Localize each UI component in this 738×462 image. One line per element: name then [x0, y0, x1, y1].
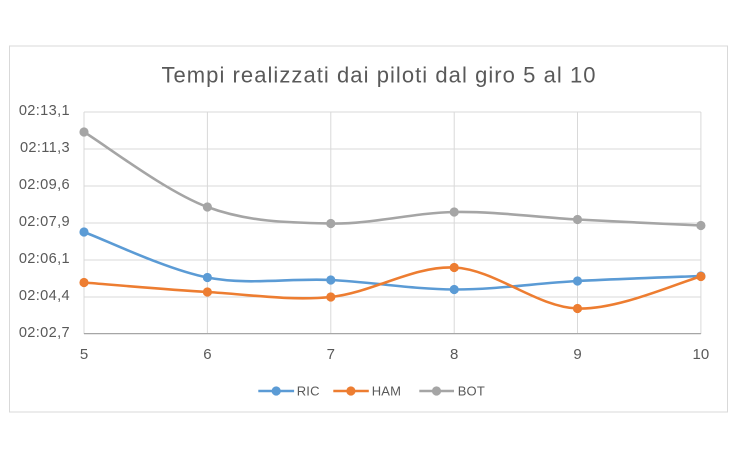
- svg-text:7: 7: [327, 346, 335, 363]
- svg-text:02:06,1: 02:06,1: [19, 251, 70, 267]
- svg-text:10: 10: [693, 346, 710, 363]
- svg-text:5: 5: [80, 346, 88, 363]
- svg-text:02:09,6: 02:09,6: [19, 177, 70, 193]
- svg-text:02:04,4: 02:04,4: [19, 288, 70, 304]
- svg-text:02:13,1: 02:13,1: [19, 103, 70, 119]
- svg-text:6: 6: [203, 346, 211, 363]
- svg-text:02:02,7: 02:02,7: [19, 325, 70, 341]
- svg-text:9: 9: [573, 346, 581, 363]
- svg-text:Tempi realizzati dai piloti da: Tempi realizzati dai piloti dal giro 5 a…: [161, 63, 596, 88]
- svg-text:02:07,9: 02:07,9: [19, 214, 70, 230]
- svg-text:HAM: HAM: [372, 383, 402, 398]
- svg-text:02:11,3: 02:11,3: [20, 140, 70, 156]
- svg-text:BOT: BOT: [458, 383, 485, 398]
- svg-text:8: 8: [450, 346, 458, 363]
- svg-text:RIC: RIC: [297, 383, 320, 398]
